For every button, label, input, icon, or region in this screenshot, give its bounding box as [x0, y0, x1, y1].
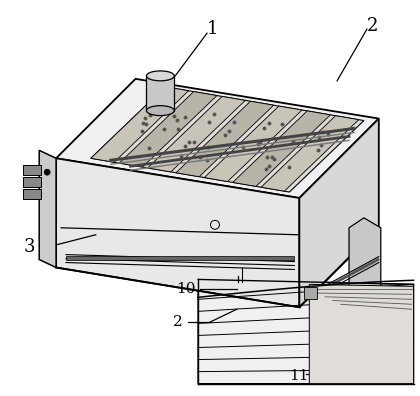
Polygon shape [299, 118, 379, 307]
Polygon shape [176, 101, 274, 177]
Polygon shape [304, 287, 317, 299]
Polygon shape [91, 87, 364, 192]
Text: 11: 11 [290, 369, 309, 383]
Polygon shape [147, 76, 174, 110]
Polygon shape [147, 97, 245, 172]
Polygon shape [233, 111, 331, 187]
Circle shape [44, 169, 50, 175]
Polygon shape [261, 116, 359, 191]
Polygon shape [309, 257, 379, 298]
Polygon shape [91, 87, 189, 162]
Polygon shape [66, 255, 294, 259]
Polygon shape [24, 177, 41, 187]
Polygon shape [39, 150, 56, 268]
Polygon shape [56, 79, 379, 198]
Text: 10: 10 [176, 282, 196, 296]
Text: 1: 1 [207, 20, 219, 38]
Polygon shape [119, 91, 217, 167]
Ellipse shape [147, 106, 174, 116]
Polygon shape [198, 280, 414, 384]
Polygon shape [24, 189, 41, 199]
Polygon shape [309, 284, 414, 384]
Text: 3: 3 [24, 238, 35, 256]
Ellipse shape [147, 71, 174, 81]
Polygon shape [204, 106, 302, 181]
Text: 2: 2 [173, 315, 183, 329]
Polygon shape [24, 165, 41, 175]
Polygon shape [349, 218, 381, 297]
Polygon shape [56, 158, 299, 307]
Text: 2: 2 [367, 17, 378, 35]
